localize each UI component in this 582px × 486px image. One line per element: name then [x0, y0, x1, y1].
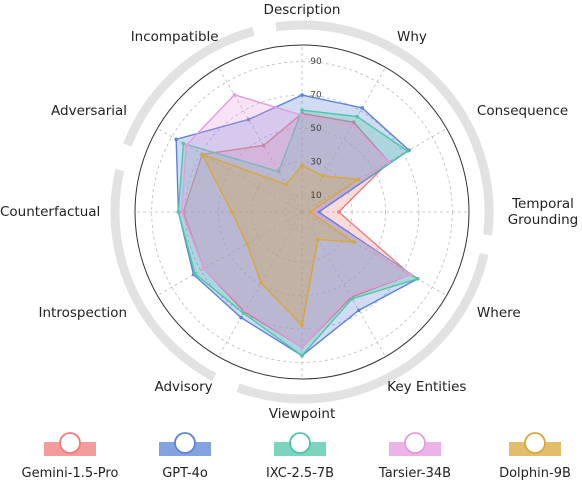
grid-circle — [218, 128, 386, 296]
point — [300, 345, 304, 350]
spoke — [157, 128, 303, 213]
axis-label: Consequence — [476, 103, 569, 119]
point — [316, 237, 320, 242]
decor-arc — [110, 168, 217, 382]
point — [179, 210, 184, 214]
point — [360, 106, 364, 110]
point — [405, 149, 410, 153]
point — [243, 308, 248, 313]
point — [181, 141, 186, 146]
point — [348, 294, 353, 298]
point — [313, 210, 318, 214]
spoke — [157, 211, 303, 296]
point — [174, 137, 178, 142]
r-tick-label: 10 — [310, 191, 322, 201]
point — [336, 210, 341, 214]
legend-label: GPT-4o — [162, 466, 208, 481]
point — [261, 143, 266, 148]
point — [350, 123, 354, 128]
point — [259, 281, 263, 285]
spoke — [218, 67, 303, 213]
legend-label: Tarsier-34B — [378, 466, 452, 481]
legend-label: Dolphin-9B — [499, 466, 571, 481]
spoke — [218, 211, 303, 357]
point — [284, 182, 288, 187]
point — [300, 163, 304, 168]
point — [408, 272, 413, 277]
point — [352, 240, 356, 244]
axis-label: Adversarial — [51, 103, 128, 119]
point — [232, 93, 237, 97]
r-tick-label: 70 — [310, 91, 322, 101]
point — [300, 108, 304, 112]
legend-marker — [174, 432, 196, 454]
point — [308, 210, 313, 214]
axis-label: Where — [476, 305, 521, 321]
spoke — [301, 67, 386, 213]
point — [245, 241, 249, 246]
r-tick-label: 50 — [310, 124, 322, 134]
legend-label: IXC-2.5-7B — [265, 466, 335, 481]
legend-marker — [524, 432, 546, 454]
spoke — [301, 128, 447, 213]
decor-arc — [275, 20, 494, 236]
point — [246, 117, 251, 122]
point — [321, 174, 325, 178]
point — [386, 160, 391, 164]
axis-label: Incompatible — [130, 29, 219, 46]
point — [230, 210, 234, 214]
point — [300, 113, 304, 117]
point — [239, 315, 243, 320]
point — [176, 210, 181, 214]
axis-label: Viewpoint — [268, 406, 336, 422]
point — [355, 114, 359, 119]
legend-marker — [289, 432, 311, 454]
legend-marker — [404, 432, 426, 454]
point — [415, 277, 420, 281]
point — [193, 271, 197, 276]
point — [356, 177, 361, 182]
spoke — [301, 211, 447, 296]
axis-label: Introspection — [38, 305, 128, 321]
point — [300, 353, 304, 358]
point — [201, 266, 206, 271]
point — [350, 296, 354, 301]
axis-label: Counterfactual — [0, 204, 101, 220]
point — [241, 311, 246, 316]
decor-arc — [123, 27, 255, 147]
axis-label: Description — [263, 2, 341, 18]
legend-marker — [59, 432, 81, 454]
outer-circle — [134, 44, 470, 380]
point — [300, 323, 304, 328]
axis-label: Key Entities — [387, 378, 467, 395]
point — [300, 93, 304, 97]
r-tick-label: 30 — [310, 157, 322, 167]
point — [184, 143, 189, 147]
decor-arc — [236, 253, 489, 404]
axis-label: Why — [397, 29, 427, 46]
r-tick-label: 90 — [310, 57, 322, 67]
spoke — [301, 211, 386, 357]
axis-label: Temporal Grounding — [507, 196, 579, 228]
axis-label: Advisory — [154, 378, 213, 395]
point — [200, 152, 205, 157]
point — [276, 169, 281, 174]
legend-label: Gemini-1.5-Pro — [21, 466, 119, 481]
point — [356, 308, 361, 313]
point — [351, 120, 356, 125]
